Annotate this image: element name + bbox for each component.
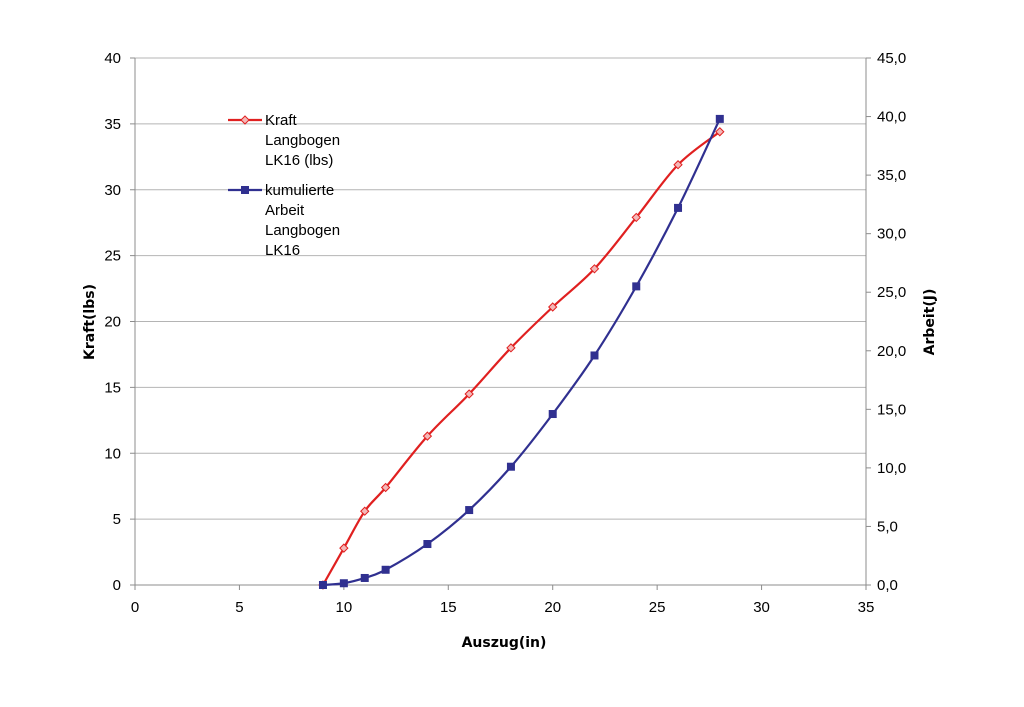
x-axis-title: Auszug(in) bbox=[462, 635, 547, 651]
y-left-tick-label: 35 bbox=[104, 116, 121, 133]
data-point bbox=[589, 264, 600, 274]
legend-marker bbox=[240, 115, 250, 125]
data-point bbox=[673, 160, 683, 170]
data-point bbox=[464, 389, 474, 399]
data-point bbox=[506, 343, 516, 353]
data-point bbox=[465, 506, 474, 515]
y-right-tick-label: 0,0 bbox=[877, 577, 898, 594]
legend-entry-2: kumulierte Arbeit Langbogen LK16 bbox=[228, 182, 340, 259]
y-left-tick-label: 0 bbox=[113, 577, 121, 594]
legend-label: LK16 bbox=[265, 242, 300, 259]
y-left-tick-label: 30 bbox=[104, 182, 121, 199]
y-right-tick-label: 15,0 bbox=[877, 401, 906, 418]
y-right-tick-label: 45,0 bbox=[877, 50, 906, 67]
series-line bbox=[322, 118, 721, 587]
data-point bbox=[548, 302, 558, 312]
data-point bbox=[632, 282, 641, 291]
data-point bbox=[548, 410, 557, 419]
y-right-tick-label: 40,0 bbox=[877, 109, 906, 126]
series-layer bbox=[318, 114, 725, 590]
data-point bbox=[631, 212, 641, 223]
legend-label: LK16 (lbs) bbox=[265, 152, 333, 169]
y-left-tick-label: 20 bbox=[104, 314, 121, 331]
data-point bbox=[506, 462, 515, 471]
x-tick-label: 35 bbox=[858, 599, 875, 616]
tick-labels: 0 5 10 15 20 25 30 35 40 0,0 5,0 10,0 15,0 20,0 25,0 30… bbox=[104, 50, 906, 616]
x-tick-label: 10 bbox=[336, 599, 353, 616]
axes bbox=[130, 57, 871, 590]
y-left-tick-label: 25 bbox=[104, 248, 121, 265]
x-tick-label: 25 bbox=[649, 599, 666, 616]
data-point bbox=[380, 482, 391, 493]
series-1 bbox=[318, 127, 725, 590]
x-tick-label: 0 bbox=[131, 599, 139, 616]
legend: Kraft Langbogen LK16 (lbs) kumulierte Arbeit… bbox=[228, 112, 340, 259]
data-point bbox=[339, 543, 349, 553]
data-point bbox=[318, 581, 327, 589]
legend-label: Langbogen bbox=[265, 222, 340, 239]
y-right-tick-label: 30,0 bbox=[877, 226, 906, 243]
data-point bbox=[381, 565, 390, 574]
x-tick-label: 30 bbox=[753, 599, 770, 616]
y-right-tick-label: 5,0 bbox=[877, 518, 898, 535]
y-left-tick-label: 40 bbox=[104, 50, 121, 67]
data-point bbox=[590, 351, 599, 360]
data-point bbox=[360, 506, 370, 516]
legend-entry-1: Kraft Langbogen LK16 (lbs) bbox=[228, 112, 340, 169]
data-point bbox=[339, 579, 348, 588]
y-right-tick-label: 10,0 bbox=[877, 460, 906, 477]
legend-label: Kraft bbox=[265, 112, 298, 129]
data-point bbox=[715, 114, 724, 123]
data-point bbox=[423, 540, 432, 549]
y-left-tick-label: 10 bbox=[104, 445, 121, 462]
y-left-tick-label: 15 bbox=[104, 379, 121, 396]
legend-label: Arbeit bbox=[265, 202, 305, 219]
y-axis-right-title: Arbeit(J) bbox=[922, 289, 938, 356]
series-2 bbox=[318, 114, 724, 589]
y-right-tick-label: 35,0 bbox=[877, 167, 906, 184]
y-right-tick-label: 25,0 bbox=[877, 284, 906, 301]
y-left-tick-label: 5 bbox=[113, 511, 121, 528]
y-right-tick-label: 20,0 bbox=[877, 343, 906, 360]
x-tick-label: 5 bbox=[235, 599, 243, 616]
data-point bbox=[715, 127, 725, 137]
legend-label: Langbogen bbox=[265, 132, 340, 149]
data-point bbox=[422, 431, 433, 441]
y-axis-left-title: Kraft(lbs) bbox=[82, 284, 98, 360]
legend-label: kumulierte bbox=[265, 182, 334, 199]
grid-lines bbox=[135, 57, 866, 520]
legend-marker bbox=[241, 186, 249, 194]
data-point bbox=[360, 573, 369, 582]
x-tick-label: 20 bbox=[544, 599, 561, 616]
x-tick-label: 15 bbox=[440, 599, 457, 616]
series-line bbox=[322, 130, 721, 586]
data-point bbox=[674, 203, 683, 212]
